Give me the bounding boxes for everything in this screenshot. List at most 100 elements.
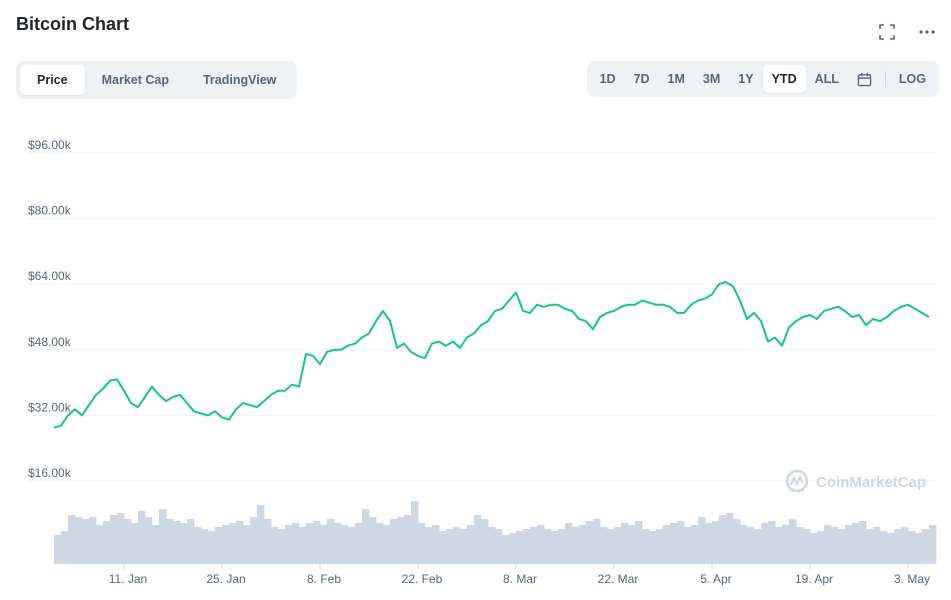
tab-price[interactable]: Price bbox=[20, 65, 85, 95]
volume-bar bbox=[880, 531, 888, 563]
volume-bar bbox=[250, 517, 258, 563]
volume-bar bbox=[341, 525, 349, 563]
volume-bar bbox=[488, 527, 496, 563]
volume-bar bbox=[376, 523, 384, 563]
volume-bar bbox=[586, 521, 594, 563]
volume-bar bbox=[782, 525, 790, 563]
volume-bar bbox=[789, 519, 797, 563]
volume-bar bbox=[670, 523, 678, 563]
volume-bar bbox=[180, 523, 188, 563]
volume-bar bbox=[908, 531, 916, 563]
more-horizontal-icon[interactable] bbox=[915, 20, 939, 44]
volume-bar bbox=[537, 525, 545, 563]
header-actions bbox=[875, 20, 939, 44]
volume-bar bbox=[215, 527, 223, 563]
volume-bar bbox=[243, 525, 251, 563]
range-1y[interactable]: 1Y bbox=[738, 72, 754, 86]
volume-bar bbox=[89, 517, 97, 563]
range-ytd[interactable]: YTD bbox=[762, 65, 806, 93]
volume-bar bbox=[264, 519, 272, 563]
volume-bar bbox=[579, 525, 587, 563]
volume-bar bbox=[530, 527, 538, 563]
expand-icon[interactable] bbox=[875, 20, 899, 44]
range-1m[interactable]: 1M bbox=[667, 72, 685, 86]
volume-bar bbox=[362, 509, 370, 563]
range-divider bbox=[884, 71, 886, 87]
volume-bar bbox=[761, 523, 769, 563]
volume-bar bbox=[397, 517, 405, 563]
volume-bar bbox=[852, 523, 860, 563]
volume-bar bbox=[75, 517, 83, 563]
volume-bar bbox=[635, 521, 643, 563]
range-all[interactable]: ALL bbox=[814, 72, 839, 86]
volume-bar bbox=[600, 527, 608, 563]
volume-bar bbox=[453, 527, 461, 563]
volume-bar bbox=[817, 531, 825, 563]
volume-bar bbox=[418, 523, 426, 563]
volume-bar bbox=[607, 529, 615, 563]
view-tabs: Price Market Cap TradingView bbox=[16, 61, 298, 99]
volume-bar bbox=[236, 521, 244, 563]
volume-bar bbox=[642, 529, 650, 563]
volume-bar bbox=[803, 529, 811, 563]
y-tick-label: $48.00k bbox=[28, 335, 72, 349]
volume-bar bbox=[285, 525, 293, 563]
volume-bar bbox=[733, 519, 741, 563]
volume-bar bbox=[824, 525, 832, 563]
range-7d[interactable]: 7D bbox=[633, 72, 650, 86]
volume-bar bbox=[82, 519, 90, 563]
volume-bar bbox=[292, 523, 300, 563]
volume-bar bbox=[523, 529, 531, 563]
volume-bar bbox=[894, 529, 902, 563]
volume-bar bbox=[467, 525, 475, 563]
tab-market-cap[interactable]: Market Cap bbox=[101, 73, 169, 87]
volume-bar bbox=[747, 527, 755, 563]
volume-bar bbox=[754, 529, 762, 563]
y-tick-label: $64.00k bbox=[28, 269, 72, 283]
volume-bar bbox=[68, 515, 76, 563]
volume-bar bbox=[61, 531, 69, 563]
range-3m[interactable]: 3M bbox=[702, 72, 721, 86]
volume-bar bbox=[96, 525, 104, 563]
tab-tradingview[interactable]: TradingView bbox=[202, 73, 277, 87]
volume-bar bbox=[334, 523, 342, 563]
volume-bar bbox=[691, 525, 699, 563]
x-tick-label: 25. Jan bbox=[206, 572, 245, 586]
volume-bar bbox=[117, 513, 125, 563]
volume-bar bbox=[481, 519, 489, 563]
page-title: Bitcoin Chart bbox=[16, 14, 130, 34]
volume-bar bbox=[432, 525, 440, 563]
volume-bar bbox=[460, 529, 468, 563]
volume-bar bbox=[131, 523, 139, 563]
volume-bar bbox=[495, 529, 503, 563]
volume-bar bbox=[194, 527, 202, 563]
volume-bar bbox=[306, 523, 314, 563]
volume-bar bbox=[705, 523, 713, 563]
volume-bar bbox=[124, 519, 132, 563]
volume-bar bbox=[649, 531, 657, 563]
volume-bar bbox=[103, 521, 111, 563]
y-tick-label: $32.00k bbox=[28, 400, 72, 414]
volume-bar bbox=[222, 525, 230, 563]
price-line bbox=[53, 281, 930, 429]
x-tick-label: 8. Mar bbox=[503, 572, 537, 586]
calendar-icon[interactable] bbox=[848, 65, 881, 93]
volume-bar bbox=[411, 501, 419, 563]
volume-bar bbox=[887, 533, 895, 563]
volume-bar bbox=[348, 527, 356, 563]
volume-bar bbox=[719, 515, 727, 563]
volume-bar bbox=[768, 521, 776, 563]
volume-bar bbox=[152, 525, 160, 563]
log-toggle[interactable]: LOG bbox=[898, 72, 926, 86]
range-1d[interactable]: 1D bbox=[599, 72, 616, 86]
x-tick-label: 8. Feb bbox=[307, 572, 341, 586]
volume-bar bbox=[859, 521, 867, 563]
volume-bar bbox=[327, 519, 335, 563]
volume-bar bbox=[740, 525, 748, 563]
volume-bar bbox=[915, 533, 923, 563]
volume-bar bbox=[831, 527, 839, 563]
volume-bar bbox=[138, 511, 146, 563]
volume-bar bbox=[873, 527, 881, 563]
volume-bar bbox=[929, 525, 937, 563]
